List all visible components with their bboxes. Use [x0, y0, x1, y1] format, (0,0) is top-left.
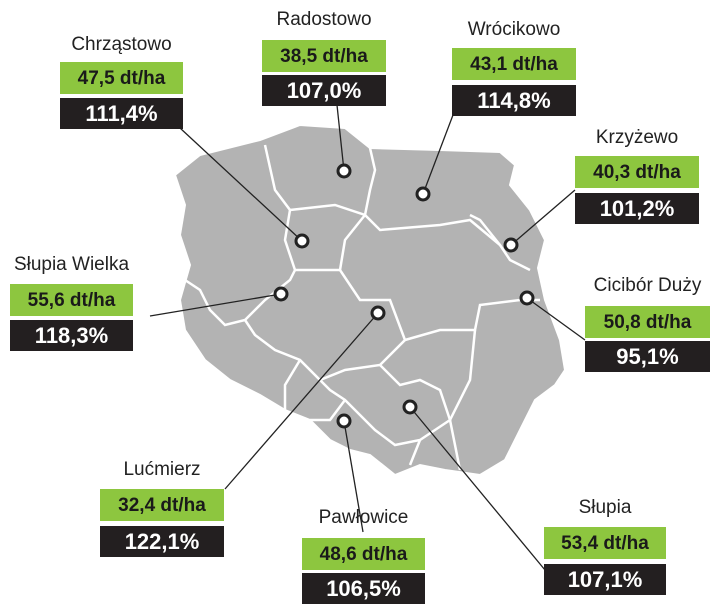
- percent-box: [100, 526, 224, 557]
- location-name: Chrząstowo: [71, 34, 171, 55]
- location-name: Słupia Wielka: [14, 254, 130, 275]
- location-marker: [294, 233, 310, 249]
- percent-label: 114,8%: [477, 88, 550, 113]
- yield-label: 55,6 dt/ha: [28, 290, 116, 311]
- percent-label: 107,1%: [568, 567, 643, 592]
- yield-label: 48,6 dt/ha: [320, 544, 408, 565]
- leader-line: [422, 114, 454, 195]
- leader-line: [149, 293, 282, 317]
- yield-label: 40,3 dt/ha: [593, 162, 681, 183]
- location-marker: [273, 286, 289, 302]
- yield-label: 50,8 dt/ha: [604, 312, 692, 333]
- leader-line: [409, 406, 546, 571]
- location-name: Cicibór Duży: [594, 275, 702, 296]
- location-marker: [519, 290, 535, 306]
- leader-line: [526, 297, 586, 341]
- location-name: Pawłowice: [319, 507, 409, 528]
- percent-box: [262, 75, 386, 106]
- yield-box: [575, 156, 699, 188]
- percent-box: [302, 573, 425, 604]
- percent-label: 106,5%: [326, 576, 401, 601]
- yield-box: [60, 62, 183, 94]
- percent-box: [452, 85, 576, 116]
- yield-box: [544, 527, 666, 559]
- yield-box: [452, 48, 576, 80]
- location-marker: [503, 237, 519, 253]
- location-marker: [415, 186, 431, 202]
- yield-box: [585, 306, 710, 338]
- location-name: Słupia: [579, 497, 632, 518]
- yield-label: 38,5 dt/ha: [280, 46, 368, 67]
- percent-label: 122,1%: [125, 529, 200, 554]
- location-marker: [402, 399, 418, 415]
- percent-box: [10, 320, 133, 351]
- percent-label: 111,4%: [85, 101, 157, 126]
- leader-line: [510, 189, 576, 246]
- yield-box: [10, 284, 133, 316]
- yield-box: [302, 538, 425, 570]
- leader-line: [343, 420, 364, 533]
- location-marker: [336, 163, 352, 179]
- location-name: Radostowo: [276, 9, 371, 30]
- percent-box: [585, 341, 710, 372]
- leader-line: [336, 104, 345, 172]
- percent-box: [575, 193, 699, 224]
- percent-box: [544, 564, 666, 595]
- yield-box: [262, 40, 386, 72]
- location-marker: [370, 305, 386, 321]
- location-name: Wrócikowo: [468, 19, 561, 40]
- yield-label: 53,4 dt/ha: [561, 533, 649, 554]
- yield-label: 43,1 dt/ha: [470, 54, 558, 75]
- percent-label: 95,1%: [616, 344, 678, 369]
- location-marker: [336, 413, 352, 429]
- percent-box: [60, 98, 183, 129]
- yield-label: 47,5 dt/ha: [78, 68, 166, 89]
- leader-line: [179, 127, 303, 242]
- location-name: Lućmierz: [123, 459, 200, 480]
- leader-line: [224, 312, 379, 490]
- yield-label: 32,4 dt/ha: [118, 495, 206, 516]
- percent-label: 107,0%: [287, 78, 362, 103]
- location-name: Krzyżewo: [596, 127, 678, 148]
- percent-label: 101,2%: [600, 196, 675, 221]
- yield-box: [100, 489, 224, 521]
- percent-label: 118,3%: [35, 323, 108, 348]
